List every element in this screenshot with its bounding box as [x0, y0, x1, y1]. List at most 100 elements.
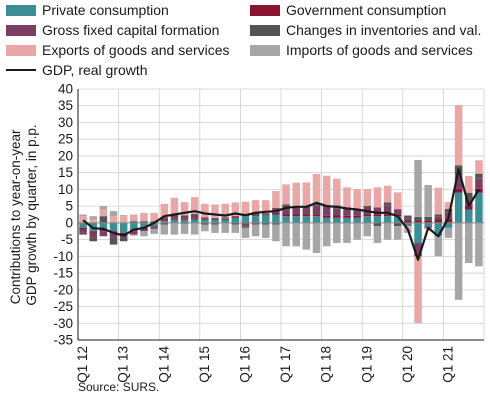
- bar-government: [363, 214, 372, 217]
- bar-gfcf: [383, 205, 392, 215]
- bar-government: [251, 215, 260, 217]
- bar-inventories: [160, 222, 169, 225]
- x-tick-label: Q1 18: [319, 346, 334, 383]
- bar-exports: [434, 187, 443, 215]
- x-tick-label: Q1 20: [400, 346, 415, 383]
- bar-private: [414, 222, 422, 243]
- bar-imports: [89, 216, 97, 220]
- bar-imports: [180, 223, 189, 234]
- bar-government: [343, 215, 351, 218]
- bar-private: [282, 216, 290, 223]
- bar-imports: [211, 224, 219, 233]
- bar-exports: [475, 160, 483, 174]
- bar-government: [424, 220, 432, 223]
- bar-exports: [89, 219, 97, 223]
- x-tick-label: Q1 17: [278, 346, 293, 383]
- bar-government: [312, 214, 321, 217]
- bar-imports: [150, 228, 158, 234]
- legend-item-imports: Imports of goods and services: [250, 42, 473, 58]
- bar-imports: [475, 222, 483, 267]
- bar-imports: [302, 222, 311, 250]
- bar-gfcf: [241, 222, 250, 227]
- bar-imports: [282, 222, 290, 247]
- bar-inventories: [475, 173, 483, 179]
- bar-exports: [79, 216, 87, 223]
- bar-gfcf: [130, 231, 138, 235]
- bar-imports: [79, 214, 87, 217]
- legend-item-inventories: Changes in inventories and val.: [250, 22, 481, 38]
- bar-government: [190, 218, 199, 220]
- bar-exports: [170, 197, 179, 215]
- bar-gfcf: [190, 215, 199, 219]
- bar-exports: [201, 203, 209, 218]
- bar-imports: [221, 222, 229, 233]
- bar-private: [201, 219, 209, 223]
- bar-private: [140, 222, 148, 228]
- y-tick-label: -10: [53, 249, 73, 264]
- bar-imports: [272, 224, 280, 242]
- bar-imports: [140, 231, 148, 237]
- bar-imports: [251, 224, 260, 237]
- bar-gfcf: [89, 232, 97, 238]
- bar-private: [434, 222, 443, 237]
- bar-exports: [373, 187, 382, 208]
- bar-gfcf: [322, 207, 331, 216]
- bar-private: [363, 216, 372, 223]
- legend-label-private: Private consumption: [42, 2, 169, 18]
- bar-imports: [434, 236, 443, 257]
- bar-private: [251, 216, 260, 223]
- y-tick-label: -15: [53, 266, 73, 281]
- bar-inventories: [272, 222, 280, 225]
- bar-imports: [333, 222, 341, 243]
- bar-inventories: [404, 215, 412, 219]
- legend-swatch-exports: [6, 44, 36, 56]
- bar-inventories: [99, 216, 108, 223]
- bar-exports: [109, 216, 118, 223]
- bar-private: [190, 219, 199, 223]
- bar-exports: [160, 203, 169, 218]
- bar-government: [272, 212, 280, 215]
- bar-exports: [251, 200, 260, 214]
- bar-imports: [190, 222, 199, 235]
- bar-private: [373, 216, 382, 223]
- bar-exports: [221, 203, 229, 218]
- bar-government: [79, 227, 87, 230]
- bar-exports: [363, 189, 372, 206]
- bar-government: [221, 218, 229, 220]
- bar-exports: [190, 197, 199, 214]
- legend-label-government: Government consumption: [286, 2, 447, 18]
- bar-imports: [454, 222, 463, 300]
- bar-gfcf: [170, 215, 179, 219]
- legend-swatch-gfcf: [6, 24, 36, 36]
- bar-private: [109, 222, 118, 232]
- bar-government: [150, 226, 158, 228]
- bar-government: [454, 188, 463, 193]
- bar-inventories: [130, 221, 138, 223]
- legend-item-gfcf: Gross fixed capital formation: [6, 22, 219, 38]
- y-tick-label: 10: [58, 182, 73, 197]
- bar-imports: [373, 226, 382, 243]
- bar-private: [79, 222, 87, 228]
- bar-inventories: [79, 232, 87, 235]
- bar-private: [170, 219, 179, 223]
- legend-item-private: Private consumption: [6, 2, 169, 18]
- bar-inventories: [465, 192, 473, 200]
- bar-private: [312, 216, 321, 223]
- bar-gfcf: [292, 207, 300, 215]
- bar-inventories: [119, 237, 128, 242]
- bar-imports: [322, 222, 331, 247]
- y-tick-label: 20: [58, 148, 73, 163]
- bar-government: [383, 214, 392, 217]
- bar-private: [465, 209, 473, 223]
- bar-private: [211, 219, 219, 223]
- bar-government: [444, 218, 453, 223]
- legend-label-gfcf: Gross fixed capital formation: [42, 22, 220, 38]
- bar-government: [201, 218, 209, 220]
- x-tick-label: Q1 14: [156, 346, 171, 383]
- bar-exports: [383, 185, 392, 203]
- bar-government: [373, 214, 382, 217]
- bar-inventories: [383, 202, 392, 206]
- bar-imports: [424, 185, 432, 217]
- bar-imports: [383, 222, 392, 240]
- bar-imports: [201, 224, 209, 232]
